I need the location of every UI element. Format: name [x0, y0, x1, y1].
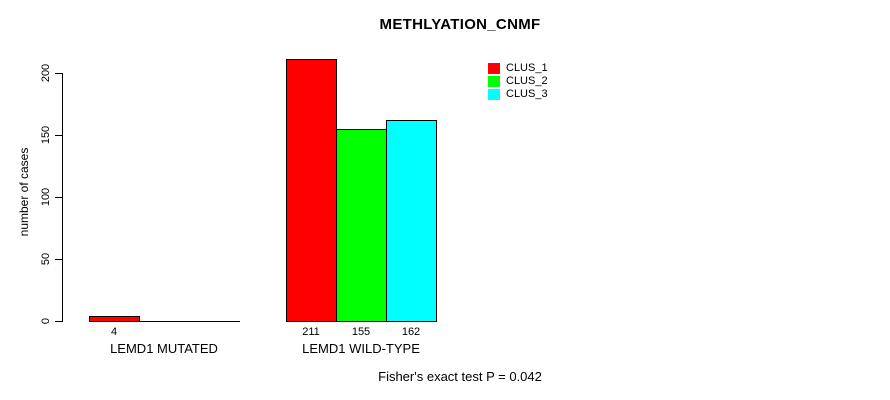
y-axis-line: [62, 73, 63, 322]
group-label-2: LEMD1 WILD-TYPE: [302, 341, 420, 356]
bar-clus_2: [336, 129, 387, 322]
bar-zero-clus_2: [139, 321, 190, 322]
y-tick-label: 200: [40, 63, 52, 83]
y-tick-mark: [55, 197, 62, 198]
bar-value-label: 4: [110, 326, 118, 338]
y-axis-label: number of cases: [17, 147, 31, 237]
y-tick-label: 100: [40, 187, 52, 207]
legend-item: CLUS_3: [488, 89, 548, 100]
legend-swatch-icon: [488, 89, 500, 100]
y-tick-mark: [55, 135, 62, 136]
bar-value-label: 162: [401, 326, 421, 338]
bar-clus_1: [89, 316, 140, 322]
bar-value-label: 155: [351, 326, 371, 338]
chart-title: METHLYATION_CNMF: [379, 16, 541, 33]
legend-swatch-icon: [488, 76, 500, 87]
group-label-1: LEMD1 MUTATED: [110, 341, 218, 356]
footer-annotation: Fisher's exact test P = 0.042: [378, 369, 542, 384]
y-tick-label: 150: [40, 125, 52, 145]
legend: CLUS_1 CLUS_2 CLUS_3: [488, 63, 548, 102]
bar-value-label: 211: [302, 326, 320, 338]
y-tick-label: 0: [40, 317, 52, 325]
bar-clus_3: [386, 120, 437, 322]
legend-label: CLUS_1: [506, 62, 548, 74]
y-tick-mark: [55, 321, 62, 322]
bar-zero-clus_3: [189, 321, 240, 322]
bar-clus_1: [286, 59, 337, 322]
y-tick-mark: [55, 259, 62, 260]
legend-label: CLUS_3: [506, 88, 548, 100]
legend-item: CLUS_2: [488, 76, 548, 87]
legend-label: CLUS_2: [506, 75, 548, 87]
y-tick-mark: [55, 73, 62, 74]
legend-swatch-icon: [488, 63, 500, 74]
legend-item: CLUS_1: [488, 63, 548, 74]
y-tick-label: 50: [40, 252, 52, 266]
